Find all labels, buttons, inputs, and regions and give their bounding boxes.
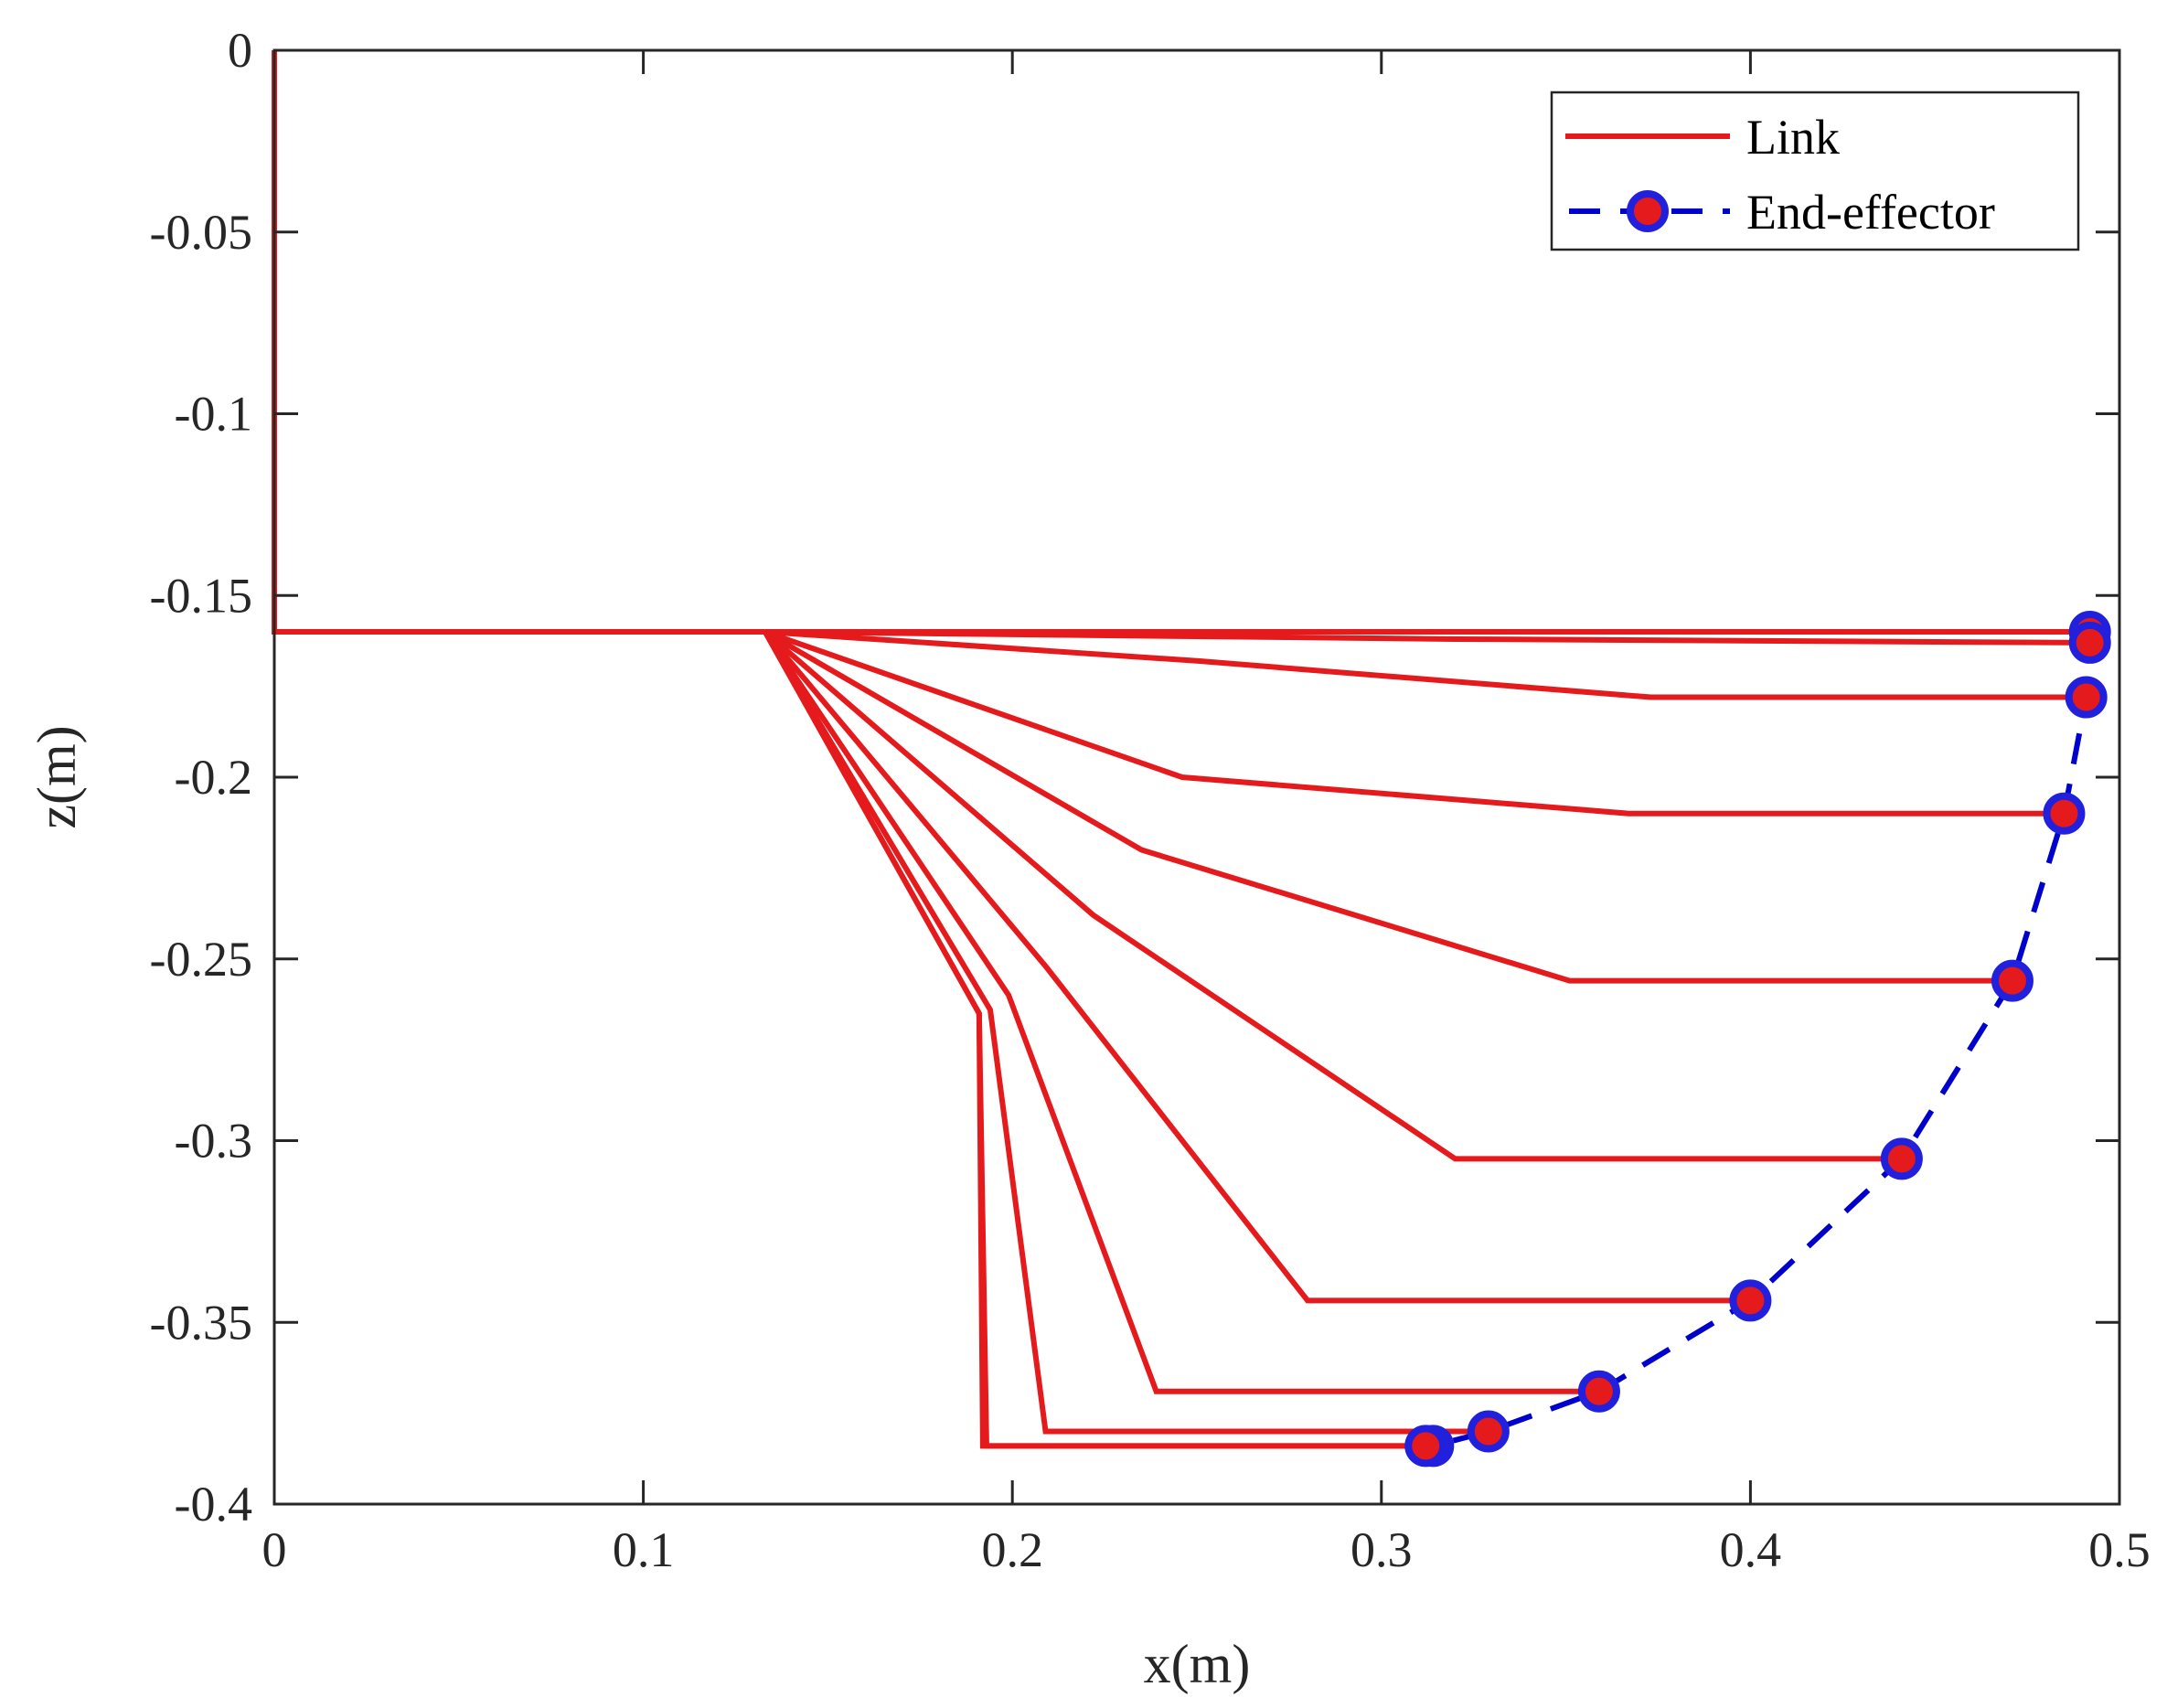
end-effector-point xyxy=(1577,1370,1620,1413)
end-effector-point xyxy=(1991,959,2034,1002)
y-tick-label: -0.25 xyxy=(150,932,252,987)
x-axis-ticks: 0 0.1 0.2 0.3 0.4 0.5 xyxy=(262,50,2151,1577)
x-tick-label: 0.4 xyxy=(1720,1522,1782,1577)
end-effector-point xyxy=(1404,1425,1447,1468)
link-series-line xyxy=(764,629,2090,646)
legend-link-label: Link xyxy=(1746,110,1840,165)
x-tick-label: 0.1 xyxy=(613,1522,675,1577)
link-series-line xyxy=(763,630,1489,1435)
link-series-line xyxy=(763,630,1599,1394)
x-tick-label: 0.3 xyxy=(1350,1522,1413,1577)
x-axis-title: x(m) xyxy=(1144,1634,1251,1694)
link-series-line xyxy=(763,629,1902,1162)
legend: Link End-effector xyxy=(1550,91,2080,251)
y-tick-label: -0.4 xyxy=(175,1477,252,1532)
link-series-line xyxy=(763,629,2065,817)
y-axis-title: z(m) xyxy=(27,725,87,828)
link-series-line xyxy=(763,630,1426,1449)
end-effector-point xyxy=(2068,621,2111,664)
y-tick-label: -0.1 xyxy=(175,387,252,442)
legend-end-effector-marker xyxy=(1627,190,1669,232)
x-tick-label: 0 xyxy=(262,1522,287,1577)
y-tick-label: -0.35 xyxy=(150,1295,252,1350)
end-effector-point xyxy=(1729,1279,1772,1322)
link-series-line xyxy=(763,630,1751,1304)
end-effector-point xyxy=(2065,676,2108,719)
y-tick-label: -0.15 xyxy=(150,568,252,623)
link-series-line xyxy=(763,629,2012,984)
end-effector-markers xyxy=(1404,611,2111,1468)
y-tick-label: -0.2 xyxy=(175,750,252,805)
link-series-line xyxy=(764,629,2087,700)
legend-end-effector-label: End-effector xyxy=(1746,185,1995,240)
end-effector-point xyxy=(1880,1137,1923,1180)
x-tick-label: 0.2 xyxy=(981,1522,1043,1577)
end-effector-point xyxy=(2043,792,2086,835)
end-effector-point xyxy=(1467,1410,1510,1453)
y-tick-label: -0.3 xyxy=(175,1114,252,1169)
y-axis-ticks: 0 -0.05 -0.1 -0.15 -0.2 -0.25 -0.3 -0.35 -0.4 xyxy=(150,23,2119,1532)
x-tick-label: 0.5 xyxy=(2088,1522,2151,1577)
y-tick-label: 0 xyxy=(228,23,252,78)
y-tick-label: -0.05 xyxy=(150,205,252,260)
